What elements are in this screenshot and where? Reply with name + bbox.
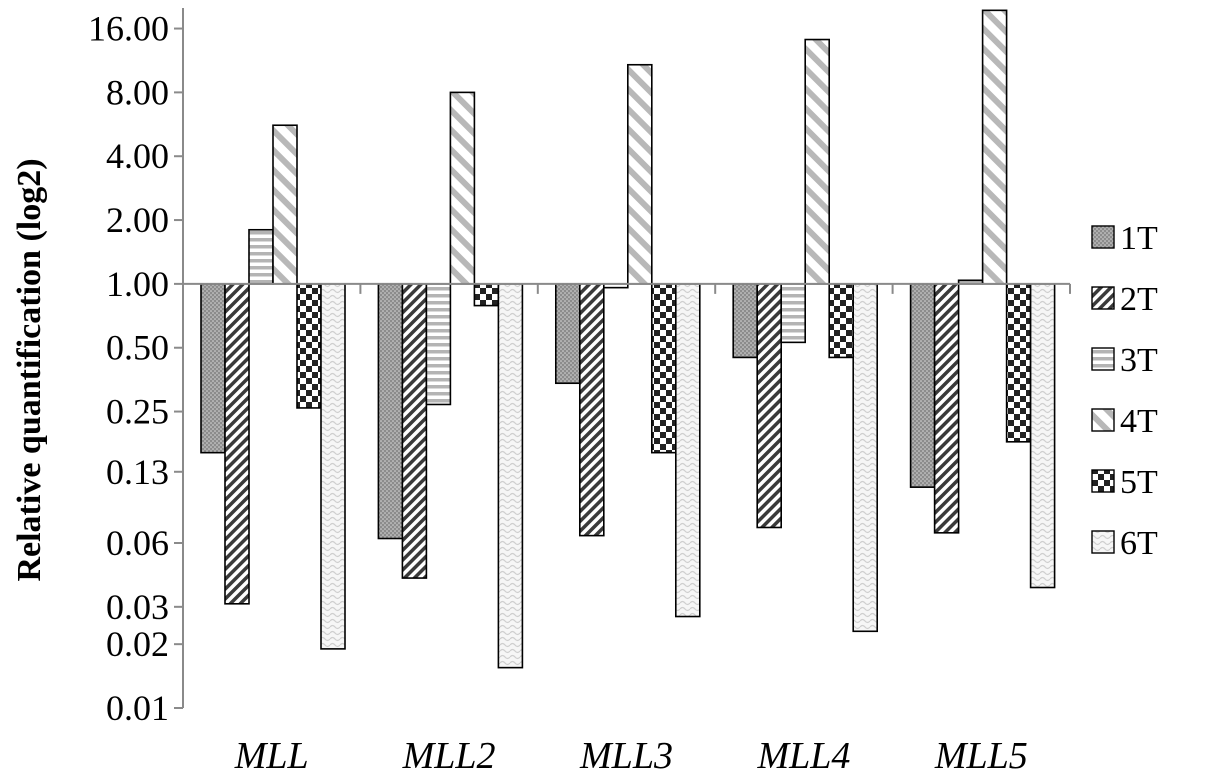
y-tick-label: 0.13 <box>106 452 169 492</box>
bar-5T-MLL5 <box>1005 283 1032 443</box>
y-tick-label: 0.02 <box>106 624 169 664</box>
legend-label-3T: 3T <box>1120 342 1158 379</box>
bar-1T-MLL2 <box>377 283 404 540</box>
bar-2T-MLL4 <box>756 283 783 529</box>
bar-6T-MLL3 <box>674 283 701 618</box>
bar-3T-MLL2 <box>425 283 452 406</box>
bar-1T-MLL5 <box>909 283 936 488</box>
bar-5T-MLL2 <box>473 283 500 307</box>
legend-swatch-1T <box>1091 225 1115 249</box>
bar-4T-MLL5 <box>981 9 1008 285</box>
y-tick-label: 0.25 <box>106 392 169 432</box>
y-tick-label: 0.50 <box>106 328 169 368</box>
legend-swatch-4T <box>1091 408 1115 432</box>
category-label-MLL: MLL <box>234 735 309 777</box>
category-label-MLL3: MLL3 <box>579 735 673 777</box>
bar-3T-MLL4 <box>780 283 807 344</box>
y-tick-label: 1.00 <box>106 264 169 304</box>
y-tick-label: 0.01 <box>106 688 169 728</box>
legend-label-6T: 6T <box>1120 525 1158 562</box>
bar-5T-MLL3 <box>650 283 677 454</box>
y-tick-label: 16.00 <box>88 9 169 49</box>
legend-label-1T: 1T <box>1120 220 1158 257</box>
y-tick-label: 0.06 <box>106 523 169 563</box>
bar-1T-MLL <box>200 283 226 454</box>
category-label-MLL4: MLL4 <box>756 735 850 777</box>
bar-2T-MLL <box>224 283 250 605</box>
bar-4T-MLL <box>272 124 298 285</box>
bar-5T-MLL4 <box>828 283 855 359</box>
bar-6T-MLL <box>320 283 346 650</box>
legend-label-5T: 5T <box>1120 464 1158 501</box>
y-tick-label: 8.00 <box>106 72 169 112</box>
legend-swatch-3T <box>1091 347 1115 371</box>
bar-4T-MLL2 <box>449 91 476 285</box>
bar-1T-MLL3 <box>554 283 581 385</box>
y-tick-label: 2.00 <box>106 200 169 240</box>
legend-label-2T: 2T <box>1120 281 1158 318</box>
bar-4T-MLL4 <box>804 38 831 285</box>
bar-3T-MLL <box>248 228 274 285</box>
bar-6T-MLL4 <box>852 283 879 633</box>
bar-6T-MLL2 <box>497 283 524 669</box>
y-axis-label: Relative quantification (log2) <box>11 158 48 581</box>
bar-5T-MLL <box>296 283 322 409</box>
legend-swatch-2T <box>1091 286 1115 310</box>
bar-2T-MLL5 <box>933 283 960 534</box>
bar-4T-MLL3 <box>626 63 653 285</box>
legend-label-4T: 4T <box>1120 403 1158 440</box>
bar-1T-MLL4 <box>732 283 759 359</box>
legend-swatch-6T <box>1091 530 1115 554</box>
category-label-MLL2: MLL2 <box>402 735 496 777</box>
category-label-MLL5: MLL5 <box>934 735 1028 777</box>
legend-swatch-5T <box>1091 469 1115 493</box>
bar-2T-MLL2 <box>401 283 428 579</box>
bar-6T-MLL5 <box>1029 283 1056 589</box>
bar-2T-MLL3 <box>578 283 605 537</box>
y-tick-label: 4.00 <box>106 136 169 176</box>
y-tick-label: 0.03 <box>106 587 169 627</box>
